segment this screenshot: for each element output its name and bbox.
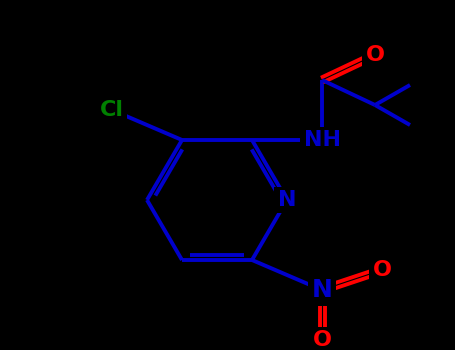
Text: N: N xyxy=(312,278,333,302)
Text: NH: NH xyxy=(303,130,340,150)
Text: Cl: Cl xyxy=(100,100,124,120)
Text: O: O xyxy=(313,330,332,350)
Text: N: N xyxy=(278,190,296,210)
Text: O: O xyxy=(365,45,384,65)
Text: O: O xyxy=(373,260,391,280)
